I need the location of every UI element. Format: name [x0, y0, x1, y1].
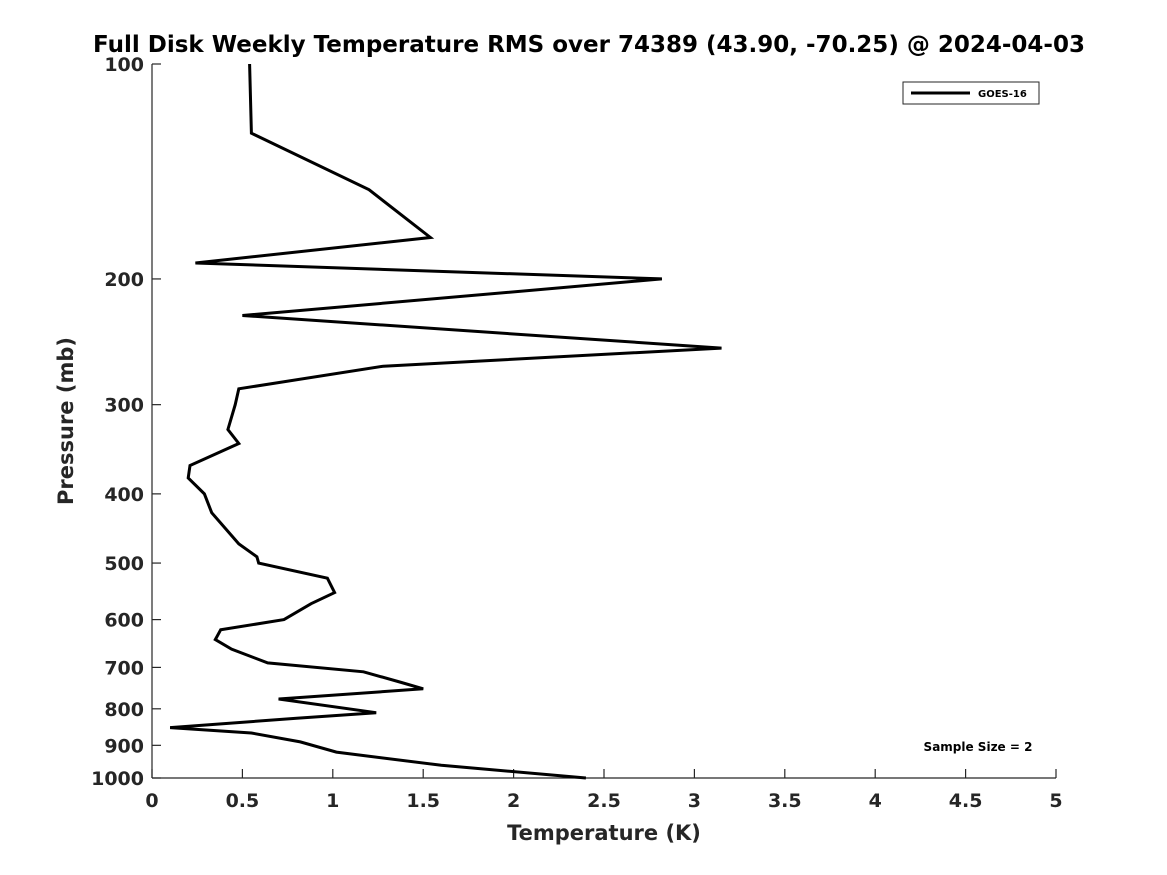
x-tick-label: 4: [869, 790, 882, 812]
chart-title: Full Disk Weekly Temperature RMS over 74…: [93, 32, 1085, 58]
x-tick-label: 2.5: [587, 790, 621, 812]
y-tick-label: 200: [104, 269, 144, 291]
y-tick-label: 700: [104, 657, 144, 679]
y-tick-label: 600: [104, 610, 144, 632]
x-axis-label: Temperature (K): [507, 821, 701, 845]
x-tick-label: 0: [145, 790, 158, 812]
y-tick-label: 900: [104, 735, 144, 757]
series-line-goes-16: [169, 63, 722, 780]
x-tick-label: 3: [688, 790, 701, 812]
x-tick-label: 5: [1049, 790, 1062, 812]
y-ticks: 100 200 300 400 500 600 700 800 900 1000: [91, 54, 161, 790]
x-tick-label: 2: [507, 790, 520, 812]
series-layer: [169, 63, 722, 780]
legend-box: [902, 81, 1040, 105]
y-tick-label: 400: [104, 484, 144, 506]
y-tick-label: 500: [104, 553, 144, 575]
x-tick-label: 3.5: [768, 790, 802, 812]
y-tick-label: 800: [104, 699, 144, 721]
x-ticks: 0 0.5 1 1.5 2 2.5 3 3.5 4 4.5 5: [145, 769, 1063, 812]
x-tick-label: 1: [326, 790, 339, 812]
legend: GOES-16: [902, 81, 1040, 105]
y-axis-label: Pressure (mb): [54, 337, 78, 505]
y-tick-label: 300: [104, 395, 144, 417]
y-tick-label: 1000: [91, 768, 144, 790]
axes: [151, 64, 1056, 779]
sample-size-annotation: Sample Size = 2: [924, 740, 1033, 754]
x-tick-label: 1.5: [406, 790, 440, 812]
y-tick-label: 100: [104, 54, 144, 76]
x-tick-label: 4.5: [949, 790, 983, 812]
legend-label-goes-16: GOES-16: [978, 89, 1027, 100]
x-tick-label: 0.5: [226, 790, 260, 812]
